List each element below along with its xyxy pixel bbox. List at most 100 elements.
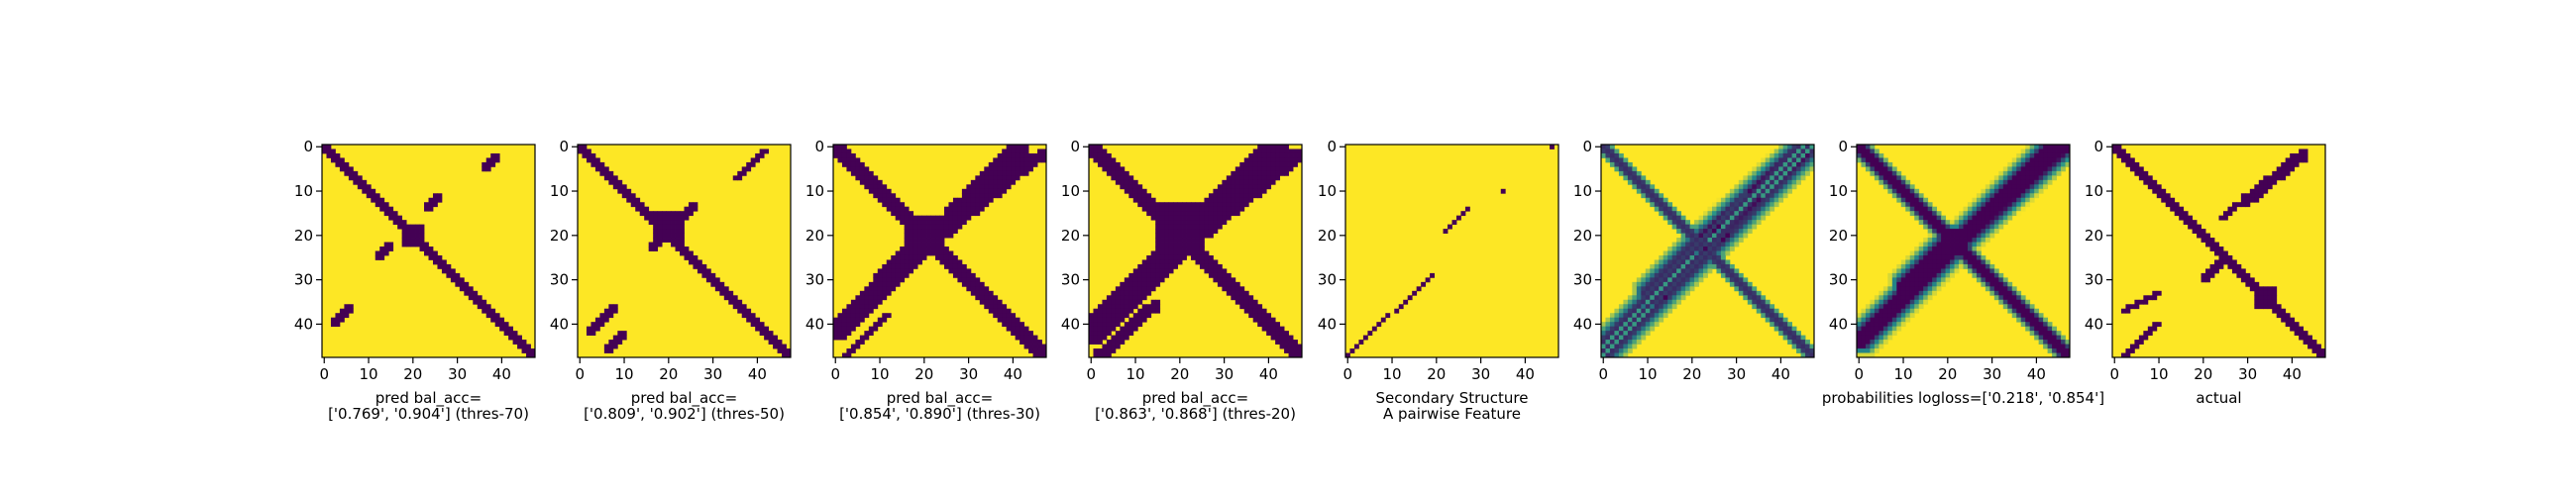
heatmap-cell [1900,202,1906,208]
heatmap-cell [1186,224,1192,230]
heatmap-cell [970,286,976,292]
heatmap-cell [1729,229,1735,234]
heatmap-cell [1089,322,1094,328]
heatmap-cell [1155,224,1161,230]
heatmap-cell [1882,331,1888,337]
heatmap-cell [1857,326,1862,332]
heatmap-cell [1636,188,1642,194]
heatmap-cell [755,157,761,163]
heatmap-cell [1680,247,1686,251]
heatmap-cell [1464,206,1470,212]
heatmap-cell [603,166,609,172]
heatmap-cell [1261,308,1267,314]
heatmap-cell [984,170,990,176]
heatmap-cell [2320,352,2326,358]
heatmap-cell [1936,215,1942,221]
heatmap-cell [1627,170,1633,176]
heatmap-cell [868,188,874,194]
heatmap-cell [2299,331,2305,337]
heatmap-cell [957,206,963,212]
heatmap-cell [1909,286,1915,292]
heatmap-cell [1694,272,1699,278]
heatmap-cell [895,254,901,260]
heatmap-cell [2125,308,2131,314]
heatmap-cell [2007,166,2013,172]
heatmap-cell [777,344,783,349]
x-tick-label: 10 [870,365,889,383]
x-tick-label: 40 [1771,365,1790,383]
heatmap-cell [1213,193,1219,199]
heatmap-cell [1967,233,1973,239]
heatmap-cell [2016,157,2022,163]
heatmap-cell [1891,166,1897,172]
heatmap-cell [1761,157,1767,163]
heatmap-cell [1102,299,1108,305]
heatmap-cell [662,224,667,230]
heatmap-cell [1213,202,1219,208]
heatmap-cell [1015,175,1020,181]
heatmap-cell [1887,295,1893,301]
heatmap-cell [410,224,416,230]
heatmap-cell [1861,313,1867,319]
heatmap-cell [1752,299,1758,305]
heatmap-cell [1882,322,1888,328]
heatmap-cell [485,313,491,319]
heatmap-cell [1993,220,1999,226]
heatmap-cell [2007,202,2013,208]
heatmap-cell [2007,308,2013,314]
heatmap-cell [1773,193,1779,199]
heatmap-cell [1787,326,1793,332]
heatmap-cell [1761,202,1767,208]
heatmap-cell [1887,170,1893,176]
heatmap-cell [1887,166,1893,172]
heatmap-cell [1659,308,1664,314]
x-tick-label: 10 [1126,365,1144,383]
heatmap-cell [891,197,897,203]
heatmap-cell [1641,331,1647,337]
heatmap-cell [930,229,936,234]
heatmap-cell [2016,197,2022,203]
heatmap-cell [1234,206,1240,212]
heatmap-cell [1671,286,1677,292]
heatmap-cell [508,326,514,332]
heatmap-cell [2056,335,2062,341]
heatmap-cell [1941,220,1946,226]
heatmap-cell [494,317,500,323]
heatmap-cell [1623,170,1629,176]
heatmap-cell [1874,304,1879,310]
heatmap-cell [2188,224,2194,230]
heatmap-cell [737,175,743,181]
heatmap-cell [594,166,600,172]
heatmap-cell [410,233,416,239]
heatmap-cell [1146,254,1152,260]
heatmap-cell [2152,295,2158,301]
heatmap-cell [2007,193,2013,199]
heatmap-cell [1252,157,1258,163]
heatmap-cell [768,331,774,337]
heatmap-cell [1226,175,1232,181]
heatmap-cell [1967,202,1973,208]
heatmap-cell [688,254,694,260]
heatmap-cell [2272,290,2278,296]
heatmap-cell [1609,348,1615,353]
heatmap-cell [2231,202,2237,208]
heatmap-cell [1761,211,1767,217]
heatmap-cell [450,277,456,283]
heatmap-cell [1914,188,1920,194]
heatmap-cell [1900,259,1906,265]
heatmap-cell [1976,238,1982,243]
heatmap-cell [1985,238,1990,243]
heatmap-cell [935,250,940,256]
heatmap-cell [1698,250,1704,256]
heatmap-cell [1707,224,1713,230]
heatmap-cell [635,202,641,208]
heatmap-cell [1132,268,1138,274]
heatmap-cell [2143,335,2149,341]
heatmap-cell [1685,242,1690,248]
heatmap-cell [993,295,999,301]
heatmap-cell [657,224,663,230]
heatmap-cell [1770,166,1775,172]
heatmap-cell [1791,152,1797,158]
heatmap-cell [1159,202,1165,208]
heatmap-cell [1128,286,1134,292]
